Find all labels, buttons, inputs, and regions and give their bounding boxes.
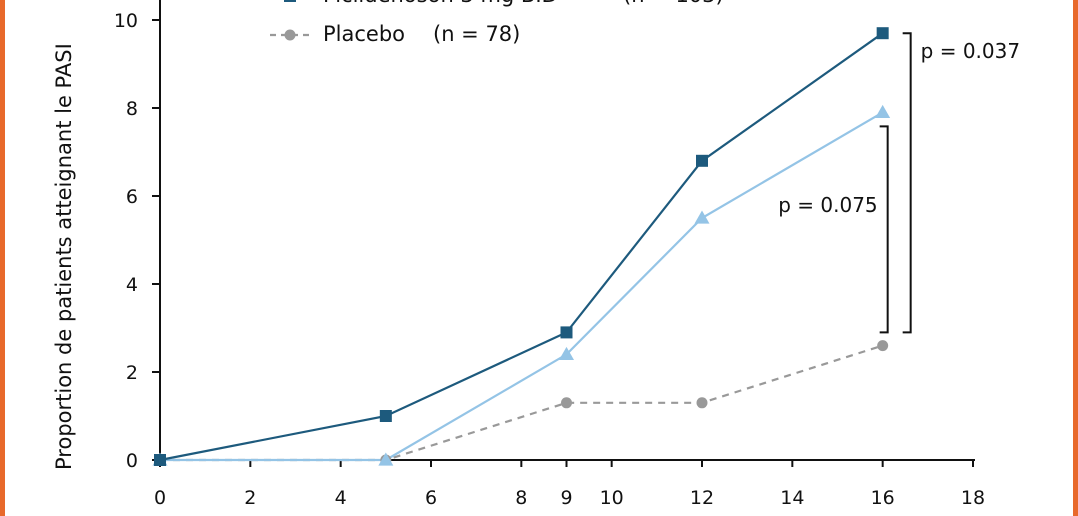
data-point-triangle (694, 210, 710, 224)
data-point-square (284, 0, 296, 2)
x-tick-label: 14 (780, 487, 804, 509)
data-point-square (876, 27, 889, 40)
x-tick-label: 10 (600, 487, 624, 509)
y-tick-label: 10 (114, 10, 138, 32)
data-point-square (379, 410, 392, 422)
legend-series-name: Piclidenoson 3 mg BID (323, 0, 558, 7)
data-point-square (696, 154, 708, 167)
legend: Piclidenoson 3 mg BID (n = 103) Placebo (n … (270, 0, 724, 46)
data-point-circle (696, 397, 708, 409)
data-point-triangle (378, 452, 394, 466)
pvalue-label: p = 0.037 (921, 39, 1020, 63)
data-point-triangle (559, 346, 574, 361)
x-tick-label: 0 (154, 487, 166, 509)
data-point-square (154, 454, 166, 466)
axis-ticks: 0 2 4 6 8 10 0 2 4 6 8 9 10 12 14 16 18 (114, 10, 985, 509)
series-line (159, 32, 884, 462)
data-point-square (560, 326, 573, 339)
x-tick-label: 16 (871, 487, 895, 509)
legend-n-label: (n = 78) (433, 22, 520, 46)
series-layer (152, 27, 891, 466)
data-point-triangle (875, 104, 891, 119)
y-axis-label: Proportion de patients atteignant le PAS… (52, 43, 76, 470)
x-tick-label: 8 (515, 487, 527, 509)
pvalue-label: p = 0.075 (778, 193, 877, 217)
x-tick-label: 2 (244, 487, 256, 509)
y-tick-label: 6 (126, 186, 138, 208)
axes (159, 0, 975, 461)
x-tick-label: 9 (560, 487, 572, 509)
y-tick-label: 2 (126, 362, 138, 384)
x-tick-label: 12 (690, 487, 714, 509)
series-line (160, 111, 884, 462)
x-tick-label: 4 (335, 487, 347, 509)
x-tick-label: 18 (961, 487, 985, 509)
bracket-p075 (879, 125, 889, 334)
y-tick-label: 0 (126, 450, 138, 472)
data-point-circle (877, 340, 889, 352)
legend-series-name: Placebo (323, 22, 405, 46)
bracket-p037 (902, 32, 912, 334)
annotations: p = 0.037 p = 0.075 (778, 32, 1020, 334)
x-tick-label: 6 (425, 487, 437, 509)
data-point-circle (561, 397, 572, 409)
legend-n-label: (n = 103) (623, 0, 724, 7)
y-tick-label: 8 (126, 98, 138, 120)
data-point-circle (284, 29, 296, 41)
y-tick-label: 4 (126, 274, 138, 296)
series-line (160, 344, 883, 462)
